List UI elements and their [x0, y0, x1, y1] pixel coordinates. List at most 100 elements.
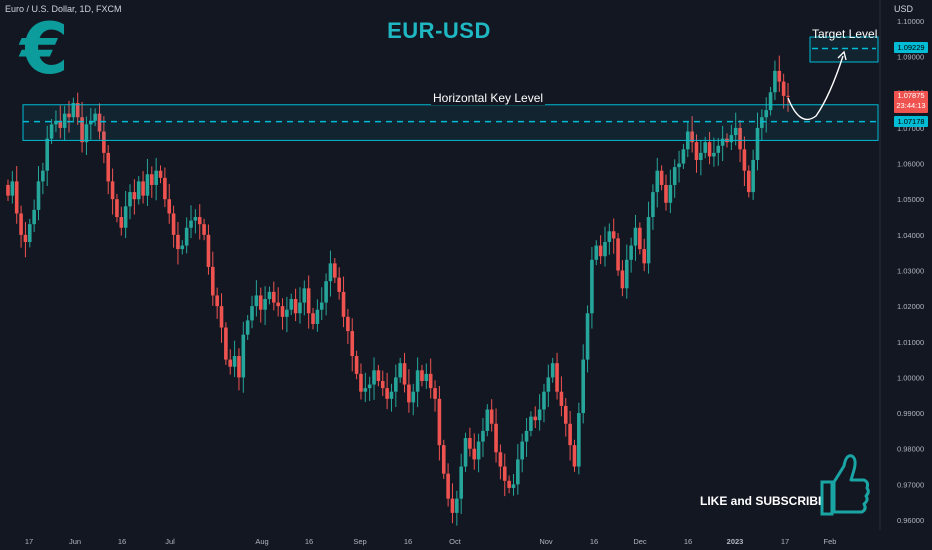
projection-arrowhead [837, 50, 847, 61]
candle-body [280, 306, 285, 317]
candle-body [681, 149, 686, 164]
x-tick-label: Jun [69, 537, 81, 546]
candle-body [720, 138, 725, 146]
x-tick-label: Jul [165, 537, 175, 546]
candle-body [237, 356, 241, 378]
candle-body [171, 213, 176, 235]
candle-body [441, 445, 446, 474]
candle-body [385, 388, 389, 399]
x-tick-label: 16 [118, 537, 126, 546]
candle-body [563, 405, 568, 424]
candle-body [672, 167, 677, 185]
candle-body [241, 334, 246, 378]
candle-body [367, 384, 372, 389]
candle-body [263, 299, 267, 310]
candle-body [585, 313, 590, 360]
candle-body [733, 127, 738, 136]
candle-body [428, 373, 433, 389]
currency-label: USD [894, 4, 914, 14]
candle-body [202, 224, 206, 235]
candle-body [389, 391, 394, 399]
candle-body [258, 295, 263, 310]
candle-body [677, 163, 681, 168]
candle-body [136, 181, 141, 200]
candle-body [359, 373, 363, 392]
candle-body [433, 388, 437, 399]
candle-body [123, 206, 128, 228]
candle-body [232, 356, 237, 367]
candle-body [398, 363, 402, 378]
candle-body [463, 438, 468, 467]
candle-body [341, 291, 346, 317]
x-tick-label: Sep [353, 537, 366, 546]
candle-body [781, 81, 786, 96]
candle-body [498, 452, 503, 467]
candle-body [472, 448, 477, 460]
x-tick-label: Aug [255, 537, 268, 546]
candle-body [707, 142, 712, 157]
thumbs-up-icon [820, 454, 870, 516]
candle-body [494, 423, 498, 453]
candle-body [746, 170, 751, 193]
target-level-label: Target Level [812, 27, 878, 41]
candle-body [659, 170, 664, 185]
candle-body [502, 466, 507, 481]
candle-body [27, 224, 32, 242]
candle-body [106, 152, 111, 182]
y-tick-label: 1.01000 [897, 338, 924, 347]
candle-body [54, 120, 58, 125]
candle-body [58, 120, 63, 128]
candle-body [128, 192, 132, 207]
candle-body [646, 217, 651, 264]
candle-body [228, 359, 233, 367]
candle-body [45, 138, 50, 171]
candle-body [598, 245, 603, 257]
candle-body [224, 327, 228, 360]
candle-body [333, 263, 337, 278]
candle-body [690, 131, 694, 143]
candle-body [189, 220, 193, 228]
candle-body [655, 170, 660, 193]
candle-body [75, 102, 80, 118]
candle-body [180, 245, 185, 250]
candle-body [145, 174, 150, 196]
candle-body [267, 291, 272, 300]
key-level-label: Horizontal Key Level [431, 91, 546, 105]
candle-body [738, 127, 742, 150]
x-tick-label: 16 [305, 537, 313, 546]
candle-body [594, 245, 599, 260]
candle-body [298, 302, 302, 314]
y-tick-label: 1.07000 [897, 124, 924, 133]
candle-body [607, 231, 612, 242]
candle-body [97, 113, 102, 132]
candle-body [459, 466, 463, 499]
candle-body [468, 438, 472, 449]
y-tick-label: 0.96000 [897, 516, 924, 525]
x-tick-label: Dec [633, 537, 647, 546]
candle-body [115, 199, 119, 218]
candle-body [363, 388, 368, 392]
candle-body [703, 142, 708, 153]
candle-body [328, 263, 333, 282]
candle-body [668, 184, 673, 203]
candle-body [768, 92, 773, 111]
candle-body [611, 231, 616, 239]
candle-body [211, 266, 215, 296]
candle-body [568, 423, 572, 446]
candle-body [437, 398, 442, 446]
candle-body [411, 391, 416, 403]
candle-body [254, 295, 259, 307]
y-tick-label: 1.06000 [897, 160, 924, 169]
key-price-tag: 1.07178 [894, 116, 928, 127]
candle-body [446, 473, 450, 499]
y-tick-label: 1.02000 [897, 302, 924, 311]
candle-body [455, 498, 459, 513]
time-axis: 17 Jun 16 Jul Aug 16 Sep 16 Oct Nov 16 Dec 16 2023 17 F… [25, 537, 837, 546]
candle-body [581, 359, 585, 414]
candle-body [372, 370, 376, 385]
x-tick-label: 16 [684, 537, 692, 546]
candle-body [664, 184, 668, 203]
candle-body [520, 441, 524, 460]
candle-body [14, 181, 19, 214]
candle-body [694, 142, 699, 161]
